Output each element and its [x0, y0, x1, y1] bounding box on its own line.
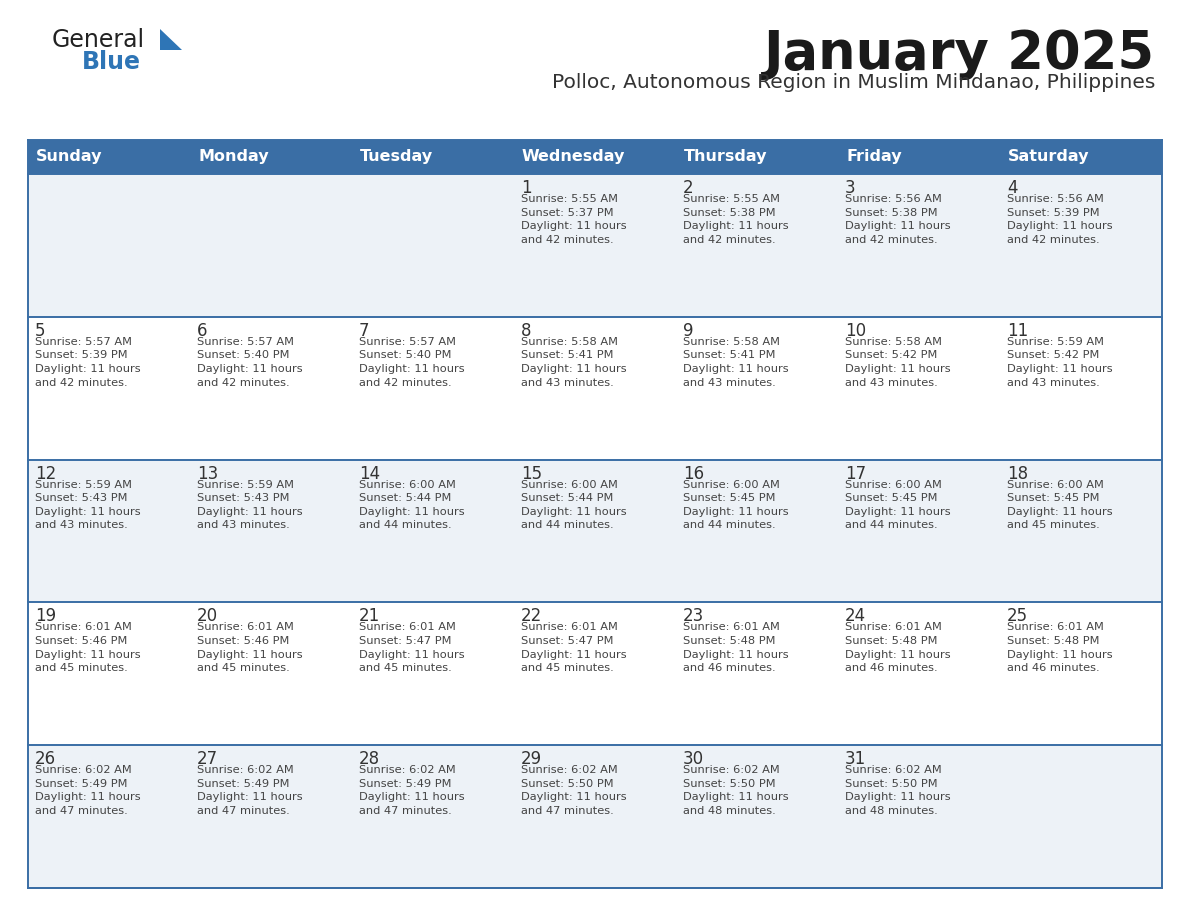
Text: 1: 1 — [522, 179, 531, 197]
Text: 6: 6 — [197, 322, 208, 340]
Text: 9: 9 — [683, 322, 694, 340]
Text: 27: 27 — [197, 750, 219, 768]
Text: Sunrise: 6:02 AM
Sunset: 5:50 PM
Daylight: 11 hours
and 47 minutes.: Sunrise: 6:02 AM Sunset: 5:50 PM Dayligh… — [522, 766, 626, 816]
Text: 30: 30 — [683, 750, 704, 768]
Bar — [1000, 140, 1162, 174]
Text: 28: 28 — [359, 750, 380, 768]
Bar — [29, 745, 1162, 888]
Text: 20: 20 — [197, 608, 219, 625]
Text: 16: 16 — [683, 465, 704, 483]
Text: Sunrise: 6:02 AM
Sunset: 5:49 PM
Daylight: 11 hours
and 47 minutes.: Sunrise: 6:02 AM Sunset: 5:49 PM Dayligh… — [359, 766, 465, 816]
Text: Sunrise: 6:01 AM
Sunset: 5:47 PM
Daylight: 11 hours
and 45 minutes.: Sunrise: 6:01 AM Sunset: 5:47 PM Dayligh… — [359, 622, 465, 673]
Text: 24: 24 — [845, 608, 866, 625]
Text: 26: 26 — [34, 750, 56, 768]
Text: Sunrise: 6:01 AM
Sunset: 5:48 PM
Daylight: 11 hours
and 46 minutes.: Sunrise: 6:01 AM Sunset: 5:48 PM Dayligh… — [1007, 622, 1113, 673]
Text: 22: 22 — [522, 608, 542, 625]
Text: Sunrise: 6:00 AM
Sunset: 5:44 PM
Daylight: 11 hours
and 44 minutes.: Sunrise: 6:00 AM Sunset: 5:44 PM Dayligh… — [522, 479, 626, 531]
Text: Sunrise: 6:02 AM
Sunset: 5:50 PM
Daylight: 11 hours
and 48 minutes.: Sunrise: 6:02 AM Sunset: 5:50 PM Dayligh… — [845, 766, 950, 816]
Text: 23: 23 — [683, 608, 704, 625]
Text: 29: 29 — [522, 750, 542, 768]
Text: Sunrise: 5:57 AM
Sunset: 5:40 PM
Daylight: 11 hours
and 42 minutes.: Sunrise: 5:57 AM Sunset: 5:40 PM Dayligh… — [359, 337, 465, 387]
Text: Sunrise: 6:00 AM
Sunset: 5:44 PM
Daylight: 11 hours
and 44 minutes.: Sunrise: 6:00 AM Sunset: 5:44 PM Dayligh… — [359, 479, 465, 531]
Text: Sunrise: 5:57 AM
Sunset: 5:40 PM
Daylight: 11 hours
and 42 minutes.: Sunrise: 5:57 AM Sunset: 5:40 PM Dayligh… — [197, 337, 303, 387]
Text: Sunrise: 5:55 AM
Sunset: 5:38 PM
Daylight: 11 hours
and 42 minutes.: Sunrise: 5:55 AM Sunset: 5:38 PM Dayligh… — [683, 194, 789, 245]
Text: 5: 5 — [34, 322, 45, 340]
Text: Sunrise: 5:58 AM
Sunset: 5:41 PM
Daylight: 11 hours
and 43 minutes.: Sunrise: 5:58 AM Sunset: 5:41 PM Dayligh… — [522, 337, 626, 387]
Text: Sunrise: 6:02 AM
Sunset: 5:49 PM
Daylight: 11 hours
and 47 minutes.: Sunrise: 6:02 AM Sunset: 5:49 PM Dayligh… — [197, 766, 303, 816]
Bar — [29, 602, 1162, 745]
Text: General: General — [52, 28, 145, 52]
Text: Sunrise: 6:01 AM
Sunset: 5:46 PM
Daylight: 11 hours
and 45 minutes.: Sunrise: 6:01 AM Sunset: 5:46 PM Dayligh… — [34, 622, 140, 673]
Text: 18: 18 — [1007, 465, 1028, 483]
Text: Sunrise: 6:00 AM
Sunset: 5:45 PM
Daylight: 11 hours
and 45 minutes.: Sunrise: 6:00 AM Sunset: 5:45 PM Dayligh… — [1007, 479, 1113, 531]
Text: Sunrise: 5:56 AM
Sunset: 5:39 PM
Daylight: 11 hours
and 42 minutes.: Sunrise: 5:56 AM Sunset: 5:39 PM Dayligh… — [1007, 194, 1113, 245]
Text: 12: 12 — [34, 465, 56, 483]
Text: Sunrise: 6:00 AM
Sunset: 5:45 PM
Daylight: 11 hours
and 44 minutes.: Sunrise: 6:00 AM Sunset: 5:45 PM Dayligh… — [683, 479, 789, 531]
Text: Sunrise: 6:00 AM
Sunset: 5:45 PM
Daylight: 11 hours
and 44 minutes.: Sunrise: 6:00 AM Sunset: 5:45 PM Dayligh… — [845, 479, 950, 531]
Text: Sunrise: 6:01 AM
Sunset: 5:47 PM
Daylight: 11 hours
and 45 minutes.: Sunrise: 6:01 AM Sunset: 5:47 PM Dayligh… — [522, 622, 626, 673]
Text: 4: 4 — [1007, 179, 1017, 197]
Text: 25: 25 — [1007, 608, 1028, 625]
Text: Sunrise: 5:59 AM
Sunset: 5:43 PM
Daylight: 11 hours
and 43 minutes.: Sunrise: 5:59 AM Sunset: 5:43 PM Dayligh… — [34, 479, 140, 531]
Text: 14: 14 — [359, 465, 380, 483]
Text: Sunrise: 5:59 AM
Sunset: 5:43 PM
Daylight: 11 hours
and 43 minutes.: Sunrise: 5:59 AM Sunset: 5:43 PM Dayligh… — [197, 479, 303, 531]
Text: Saturday: Saturday — [1007, 150, 1089, 164]
Bar — [838, 140, 1000, 174]
Bar — [190, 140, 352, 174]
Polygon shape — [160, 29, 182, 50]
Text: Sunrise: 6:02 AM
Sunset: 5:49 PM
Daylight: 11 hours
and 47 minutes.: Sunrise: 6:02 AM Sunset: 5:49 PM Dayligh… — [34, 766, 140, 816]
Text: 8: 8 — [522, 322, 531, 340]
Text: 7: 7 — [359, 322, 369, 340]
Text: Sunrise: 6:02 AM
Sunset: 5:50 PM
Daylight: 11 hours
and 48 minutes.: Sunrise: 6:02 AM Sunset: 5:50 PM Dayligh… — [683, 766, 789, 816]
Bar — [29, 317, 1162, 460]
Text: Friday: Friday — [846, 150, 902, 164]
Bar — [29, 140, 190, 174]
Text: Sunrise: 5:58 AM
Sunset: 5:42 PM
Daylight: 11 hours
and 43 minutes.: Sunrise: 5:58 AM Sunset: 5:42 PM Dayligh… — [845, 337, 950, 387]
Text: Tuesday: Tuesday — [360, 150, 434, 164]
Text: Sunrise: 5:55 AM
Sunset: 5:37 PM
Daylight: 11 hours
and 42 minutes.: Sunrise: 5:55 AM Sunset: 5:37 PM Dayligh… — [522, 194, 626, 245]
Bar — [29, 460, 1162, 602]
Text: Sunrise: 5:57 AM
Sunset: 5:39 PM
Daylight: 11 hours
and 42 minutes.: Sunrise: 5:57 AM Sunset: 5:39 PM Dayligh… — [34, 337, 140, 387]
Text: 15: 15 — [522, 465, 542, 483]
Bar — [514, 140, 676, 174]
Text: Sunrise: 6:01 AM
Sunset: 5:48 PM
Daylight: 11 hours
and 46 minutes.: Sunrise: 6:01 AM Sunset: 5:48 PM Dayligh… — [845, 622, 950, 673]
Bar — [352, 140, 514, 174]
Text: Wednesday: Wednesday — [522, 150, 625, 164]
Text: Sunrise: 5:59 AM
Sunset: 5:42 PM
Daylight: 11 hours
and 43 minutes.: Sunrise: 5:59 AM Sunset: 5:42 PM Dayligh… — [1007, 337, 1113, 387]
Text: 10: 10 — [845, 322, 866, 340]
Text: January 2025: January 2025 — [764, 28, 1155, 80]
Text: 21: 21 — [359, 608, 380, 625]
Text: 31: 31 — [845, 750, 866, 768]
Text: 11: 11 — [1007, 322, 1029, 340]
Bar — [676, 140, 838, 174]
Text: 3: 3 — [845, 179, 855, 197]
Text: 2: 2 — [683, 179, 694, 197]
Text: 17: 17 — [845, 465, 866, 483]
Text: Sunrise: 5:56 AM
Sunset: 5:38 PM
Daylight: 11 hours
and 42 minutes.: Sunrise: 5:56 AM Sunset: 5:38 PM Dayligh… — [845, 194, 950, 245]
Text: Sunrise: 6:01 AM
Sunset: 5:48 PM
Daylight: 11 hours
and 46 minutes.: Sunrise: 6:01 AM Sunset: 5:48 PM Dayligh… — [683, 622, 789, 673]
Text: Sunrise: 5:58 AM
Sunset: 5:41 PM
Daylight: 11 hours
and 43 minutes.: Sunrise: 5:58 AM Sunset: 5:41 PM Dayligh… — [683, 337, 789, 387]
Text: Polloc, Autonomous Region in Muslim Mindanao, Philippines: Polloc, Autonomous Region in Muslim Mind… — [551, 73, 1155, 92]
Text: Thursday: Thursday — [684, 150, 767, 164]
Text: Monday: Monday — [198, 150, 268, 164]
Text: Sunday: Sunday — [36, 150, 102, 164]
Bar — [29, 174, 1162, 317]
Text: Sunrise: 6:01 AM
Sunset: 5:46 PM
Daylight: 11 hours
and 45 minutes.: Sunrise: 6:01 AM Sunset: 5:46 PM Dayligh… — [197, 622, 303, 673]
Text: Blue: Blue — [82, 50, 141, 74]
Text: 19: 19 — [34, 608, 56, 625]
Text: 13: 13 — [197, 465, 219, 483]
